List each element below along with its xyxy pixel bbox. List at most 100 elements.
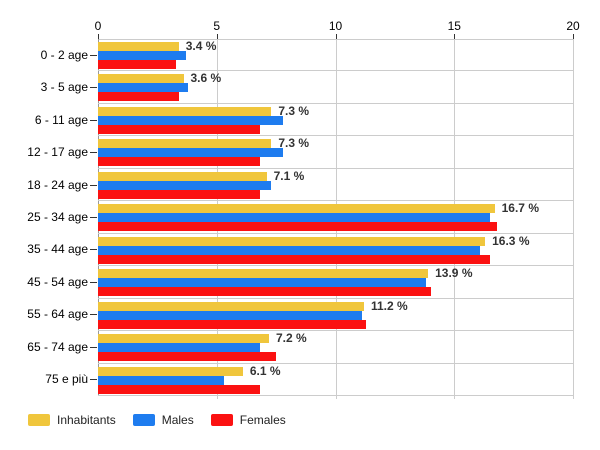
bar-males bbox=[98, 278, 426, 288]
category-label: 65 - 74 age bbox=[27, 339, 88, 354]
x-axis-tick-mark bbox=[335, 34, 337, 39]
category-row: 6 - 11 age 7.3 % bbox=[35, 103, 573, 137]
bar-females bbox=[98, 157, 260, 167]
bar-females bbox=[98, 60, 177, 69]
bar-males bbox=[98, 245, 481, 255]
category-row: 55 - 64 age 11.2 % bbox=[27, 298, 573, 332]
legend-item-females[interactable]: Females bbox=[210, 413, 286, 427]
bar-males bbox=[98, 310, 362, 320]
x-axis-tick-mark bbox=[573, 34, 574, 39]
y-axis-tick-mark bbox=[90, 346, 97, 348]
value-label: 3.4 % bbox=[185, 39, 217, 53]
bar-inhabitants bbox=[98, 106, 272, 116]
value-label: 7.1 % bbox=[273, 168, 305, 183]
bar-inhabitants bbox=[98, 301, 364, 311]
legend-label: Males bbox=[161, 413, 194, 427]
category-label: 0 - 2 age bbox=[40, 47, 88, 62]
bar-inhabitants bbox=[98, 42, 179, 51]
bar-males bbox=[98, 343, 260, 353]
category-label: 6 - 11 age bbox=[34, 112, 88, 127]
value-label: 7.3 % bbox=[278, 136, 310, 151]
category-row: 25 - 34 age 16.7 % bbox=[27, 201, 573, 234]
x-axis-tick-label: 15 bbox=[447, 19, 461, 33]
bar-males bbox=[98, 180, 272, 190]
bar-inhabitants bbox=[98, 269, 429, 279]
category-row: 18 - 24 age 7.1 % bbox=[27, 168, 573, 202]
y-axis-tick-mark bbox=[90, 216, 97, 218]
category-row: 35 - 44 age 16.3 % bbox=[27, 234, 573, 267]
value-label: 6.1 % bbox=[249, 363, 281, 378]
y-axis-tick-mark bbox=[90, 379, 97, 381]
category-label: 45 - 54 age bbox=[27, 274, 88, 289]
legend: Inhabitants Males Females bbox=[28, 413, 286, 427]
bar-females bbox=[98, 319, 367, 329]
plot-area: 0 5 10 15 20 0 - 2 age 3.4 % 3 - 5 age 3.6 % 6 -… bbox=[27, 20, 580, 399]
value-label: 13.9 % bbox=[435, 266, 473, 281]
bar-inhabitants bbox=[98, 171, 267, 181]
legend-label: Inhabitants bbox=[57, 413, 116, 427]
bar-inhabitants bbox=[98, 74, 184, 84]
category-label: 12 - 17 age bbox=[27, 145, 88, 160]
x-axis-tick-label: 20 bbox=[566, 19, 580, 33]
bar-females bbox=[98, 124, 260, 134]
bar-females bbox=[98, 352, 277, 362]
bar-inhabitants bbox=[98, 204, 495, 214]
category-row: 45 - 54 age 13.9 % bbox=[27, 266, 573, 299]
category-label: 25 - 34 age bbox=[27, 209, 88, 224]
value-label: 3.6 % bbox=[190, 71, 222, 86]
legend-item-inhabitants[interactable]: Inhabitants bbox=[28, 413, 116, 427]
category-row: 12 - 17 age 7.3 % bbox=[27, 136, 573, 169]
value-label: 11.2 % bbox=[371, 298, 408, 313]
bar-inhabitants bbox=[98, 139, 272, 149]
x-axis-tick-mark bbox=[98, 34, 99, 39]
category-row: 0 - 2 age 3.4 % bbox=[41, 39, 573, 72]
bar-inhabitants bbox=[98, 236, 486, 246]
vertical-gridline bbox=[573, 39, 574, 399]
bar-inhabitants bbox=[98, 334, 269, 344]
y-axis-tick-mark bbox=[90, 54, 97, 56]
x-axis-tick-mark bbox=[454, 34, 456, 39]
bar-males bbox=[98, 375, 224, 385]
bar-males bbox=[98, 148, 284, 158]
bar-males bbox=[98, 51, 186, 60]
legend-label: Females bbox=[239, 413, 286, 427]
y-axis-tick-mark bbox=[90, 119, 97, 121]
rows: 0 - 2 age 3.4 % 3 - 5 age 3.6 % 6 - 11 age 7.… bbox=[27, 39, 573, 396]
x-axis-tick-label: 10 bbox=[328, 19, 343, 33]
category-row: 75 e più 6.1 % bbox=[45, 363, 573, 396]
value-label: 7.3 % bbox=[278, 103, 310, 118]
bar-females bbox=[98, 222, 497, 232]
y-axis-tick-mark bbox=[90, 152, 97, 154]
y-axis-tick-mark bbox=[90, 314, 97, 316]
bar-inhabitants bbox=[98, 366, 243, 376]
bar-females bbox=[98, 384, 260, 394]
category-label: 35 - 44 age bbox=[27, 242, 88, 257]
bar-females bbox=[98, 254, 490, 264]
bar-females bbox=[98, 287, 431, 297]
legend-swatch bbox=[132, 414, 155, 426]
legend-swatch bbox=[28, 414, 50, 426]
y-axis-tick-mark bbox=[90, 249, 97, 251]
y-axis-tick-mark bbox=[90, 87, 97, 89]
legend-item-males[interactable]: Males bbox=[132, 413, 194, 427]
bar-males bbox=[98, 115, 284, 125]
x-axis-tick-label: 5 bbox=[213, 19, 221, 33]
x-axis-tick-mark bbox=[216, 34, 218, 39]
y-axis-tick-mark bbox=[90, 281, 97, 283]
y-axis-tick-mark bbox=[90, 184, 97, 186]
legend-swatch bbox=[210, 414, 233, 426]
value-label: 16.7 % bbox=[501, 201, 539, 216]
bar-males bbox=[98, 213, 490, 223]
bar-males bbox=[98, 83, 189, 93]
bar-females bbox=[98, 189, 260, 199]
category-label: 55 - 64 age bbox=[27, 307, 88, 322]
category-row: 3 - 5 age 3.6 % bbox=[41, 71, 573, 104]
category-label: 18 - 24 age bbox=[27, 177, 88, 192]
category-row: 65 - 74 age 7.2 % bbox=[27, 331, 573, 364]
value-label: 7.2 % bbox=[276, 331, 307, 346]
x-axis-tick-label: 0 bbox=[94, 19, 102, 33]
bar-females bbox=[98, 92, 179, 102]
category-label: 3 - 5 age bbox=[40, 80, 88, 95]
category-label: 75 e più bbox=[45, 372, 88, 387]
